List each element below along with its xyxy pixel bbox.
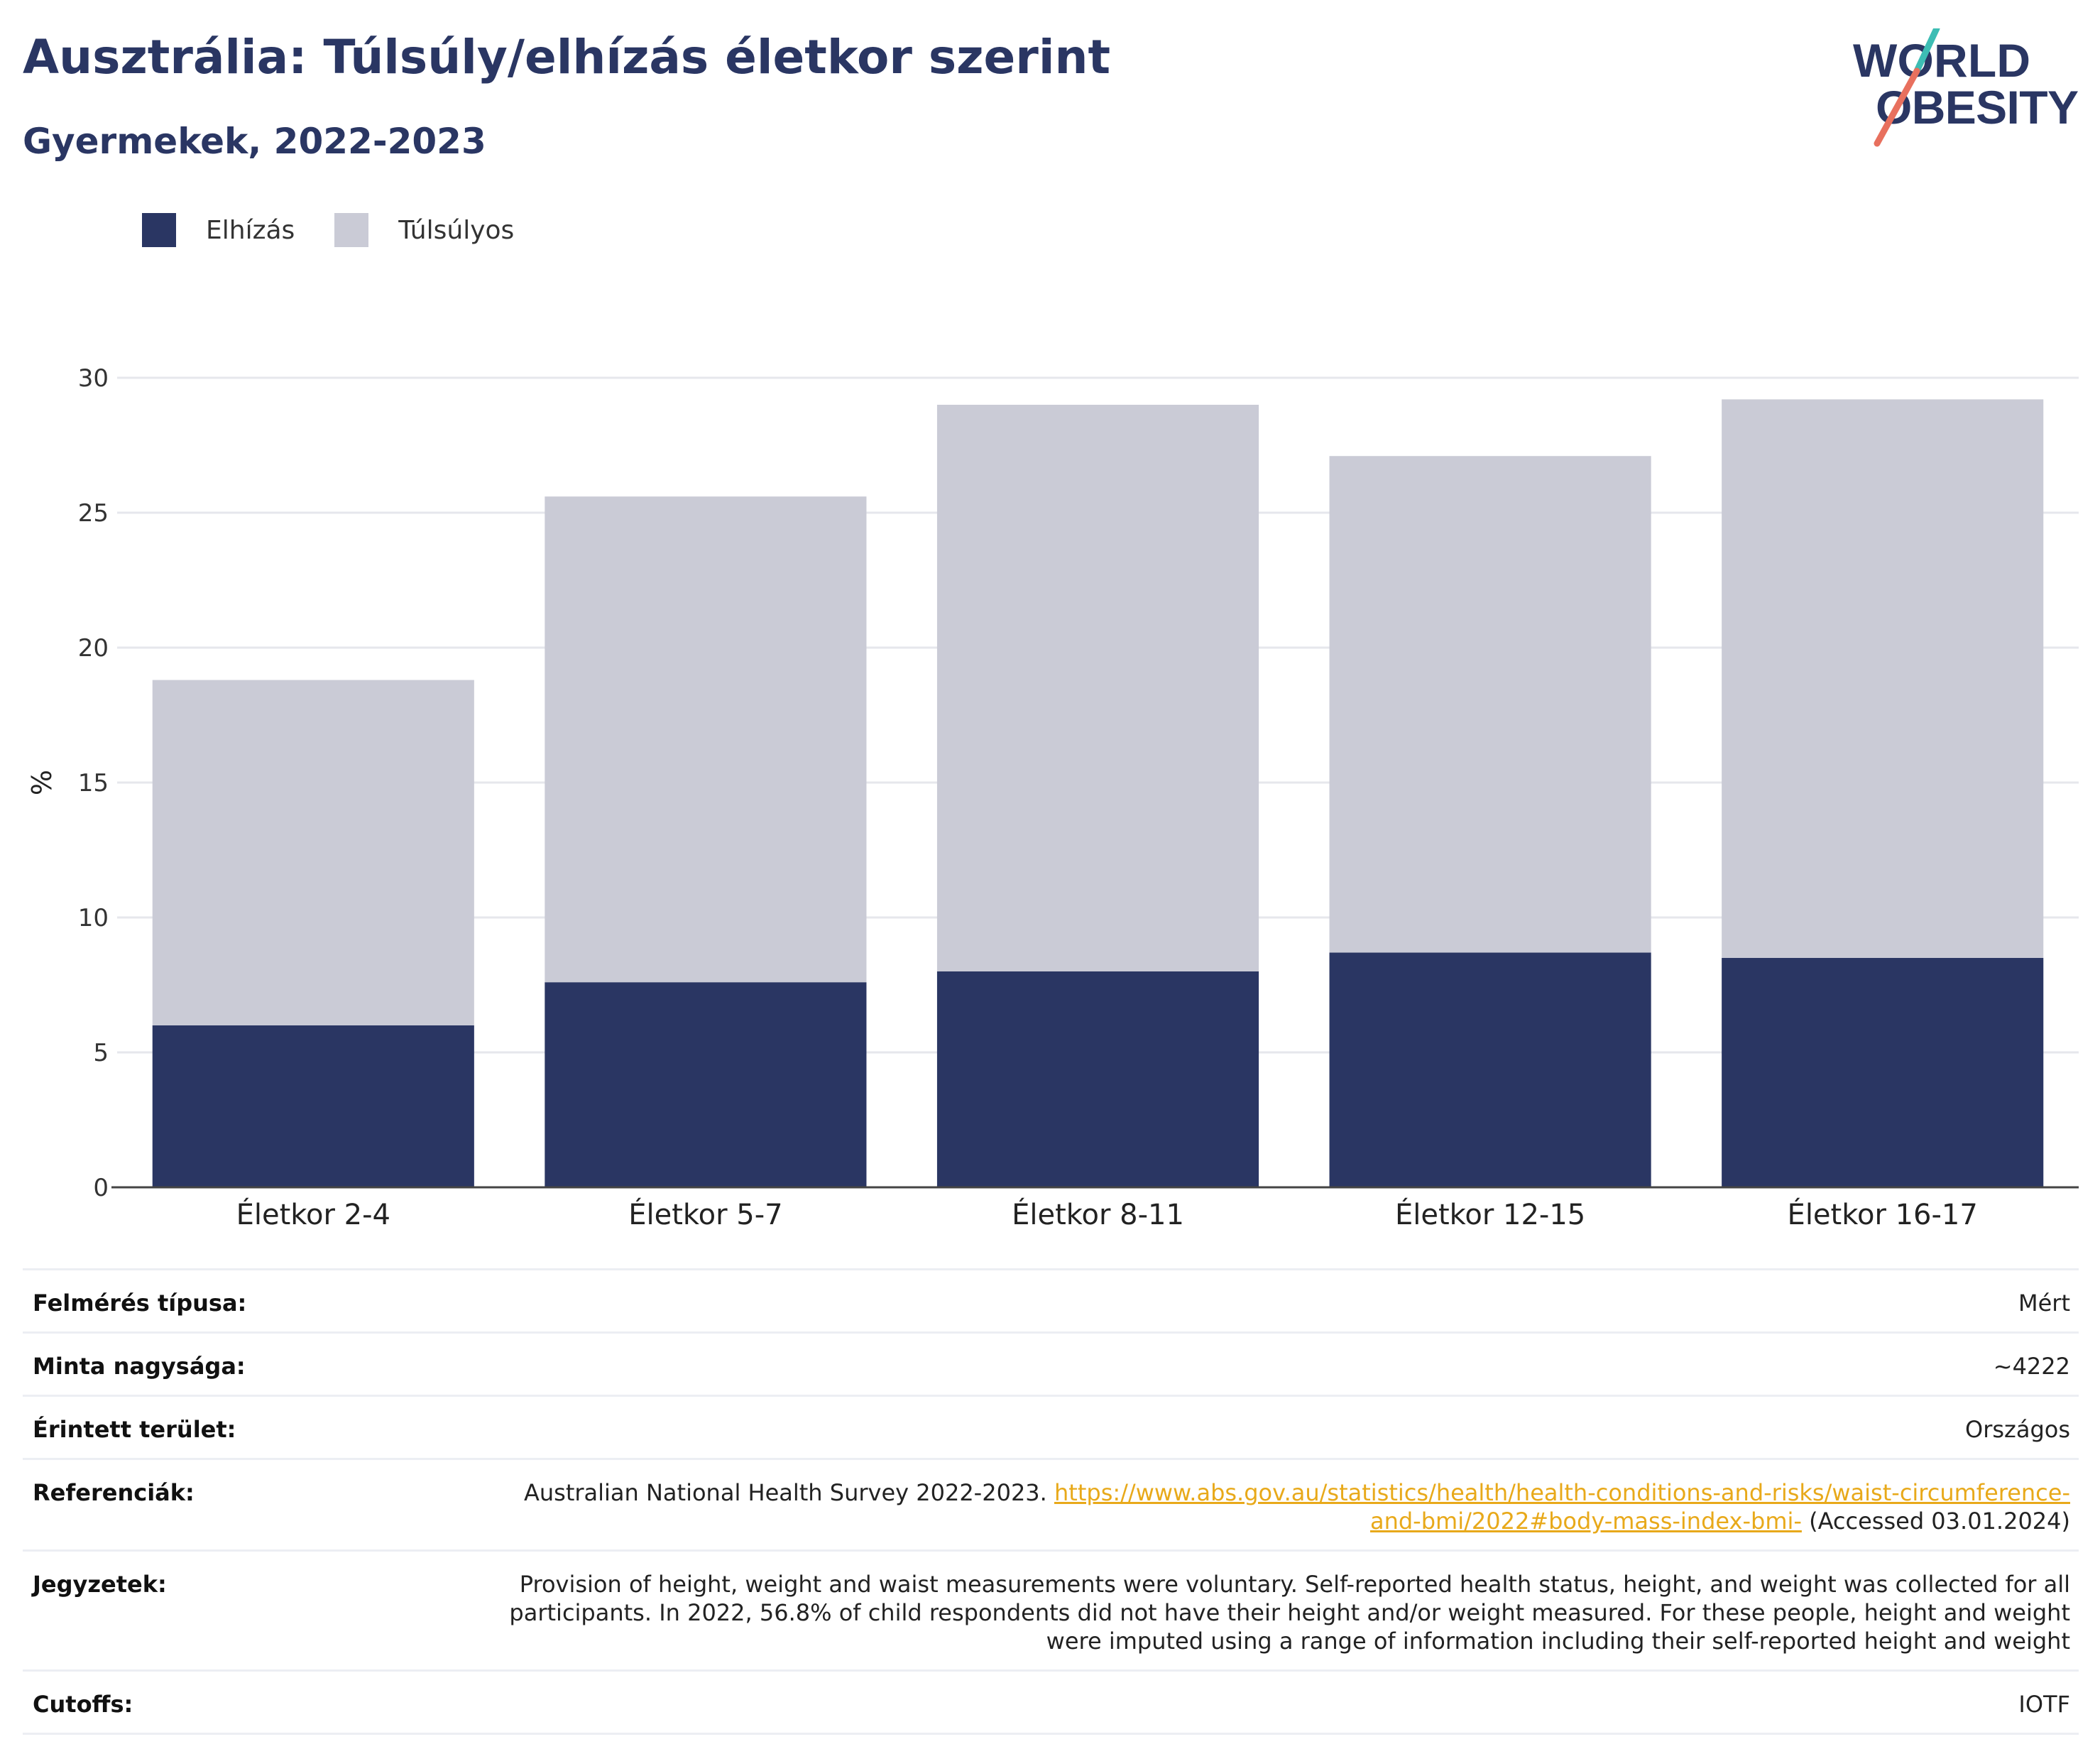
y-tick-label: 10 [78, 904, 109, 932]
info-value-survey-type: Mért [2018, 1290, 2070, 1317]
info-value-sample-size: ~4222 [1993, 1353, 2070, 1380]
bar-overweight [936, 405, 1259, 971]
bar-obesity [936, 971, 1259, 1187]
info-value-notes: Provision of height, weight and waist me… [509, 1571, 2070, 1655]
x-tick-label: Életkor 8-11 [1012, 1197, 1184, 1231]
bar-overweight [152, 680, 474, 1025]
bar-obesity [545, 982, 867, 1187]
info-row-references: Referenciák: Australian National Health … [23, 1458, 2079, 1549]
info-value-area-covered: Országos [1965, 1416, 2070, 1443]
info-row-cutoffs: Cutoffs: IOTF [23, 1669, 2079, 1735]
reference-text: Australian National Health Survey 2022-2… [523, 1479, 1054, 1506]
bar-overweight [545, 496, 867, 983]
y-tick-label: 25 [78, 499, 109, 528]
x-tick-label: Életkor 16-17 [1788, 1197, 1978, 1231]
chart-title: Ausztrália: Túlsúly/elhízás életkor szer… [23, 30, 1111, 85]
info-label-notes: Jegyzetek: [33, 1571, 167, 1598]
legend-swatch-overweight [334, 213, 369, 247]
info-label-references: Referenciák: [33, 1479, 195, 1506]
info-label-cutoffs: Cutoffs: [33, 1691, 133, 1718]
legend-item-obesity[interactable]: Elhízás [142, 213, 295, 247]
y-tick-label: 5 [93, 1039, 109, 1067]
y-tick-label: 0 [93, 1174, 109, 1202]
info-row-survey-type: Felmérés típusa: Mért [23, 1268, 2079, 1331]
bar-obesity [1329, 952, 1651, 1187]
bar-overweight [1329, 456, 1651, 953]
info-label-area-covered: Érintett terület: [33, 1416, 236, 1443]
world-obesity-logo: WORLD OBESITY [1853, 28, 2079, 147]
info-value-cutoffs: IOTF [2018, 1691, 2070, 1718]
bar-overweight [1722, 399, 2044, 958]
legend-item-overweight[interactable]: Túlsúlyos [334, 213, 514, 247]
info-row-notes: Jegyzetek: Provision of height, weight a… [23, 1549, 2079, 1669]
chart-subtitle: Gyermekek, 2022-2023 [23, 121, 486, 162]
info-value-references: Australian National Health Survey 2022-2… [508, 1478, 2070, 1535]
legend-label-overweight: Túlsúlyos [398, 215, 515, 245]
logo-slash-teal [1913, 28, 1940, 75]
bar-obesity [1722, 958, 2044, 1187]
y-tick-label: 20 [78, 634, 109, 663]
legend-label-obesity: Elhízás [206, 215, 295, 245]
y-tick-label: 30 [78, 364, 109, 393]
legend-swatch-obesity [142, 213, 176, 247]
logo-line-1: WORLD [1853, 34, 2030, 87]
survey-info-table: Felmérés típusa: Mért Minta nagysága: ~4… [23, 1268, 2079, 1735]
x-tick-label: Életkor 12-15 [1395, 1197, 1585, 1231]
stacked-bar-chart: 0 5 10 15 20 25 30% Életkor 2-4 Életkor 5-7 Életk… [26, 364, 2079, 1231]
info-label-survey-type: Felmérés típusa: [33, 1290, 247, 1317]
info-row-area-covered: Érintett terület: Országos [23, 1395, 2079, 1458]
reference-link[interactable]: https://www.abs.gov.au/statistics/health… [1054, 1479, 2070, 1535]
y-tick-label: 15 [78, 769, 109, 797]
bar-obesity [152, 1025, 474, 1187]
info-label-sample-size: Minta nagysága: [33, 1353, 246, 1380]
x-tick-label: Életkor 5-7 [628, 1197, 782, 1231]
reference-accessed: (Accessed 03.01.2024) [1801, 1508, 2070, 1535]
x-tick-label: Életkor 2-4 [236, 1197, 390, 1231]
logo-slash-coral [1874, 67, 1920, 147]
chart-legend: Elhízás Túlsúlyos [142, 210, 554, 250]
info-row-sample-size: Minta nagysága: ~4222 [23, 1331, 2079, 1395]
y-axis-label: % [26, 770, 58, 795]
